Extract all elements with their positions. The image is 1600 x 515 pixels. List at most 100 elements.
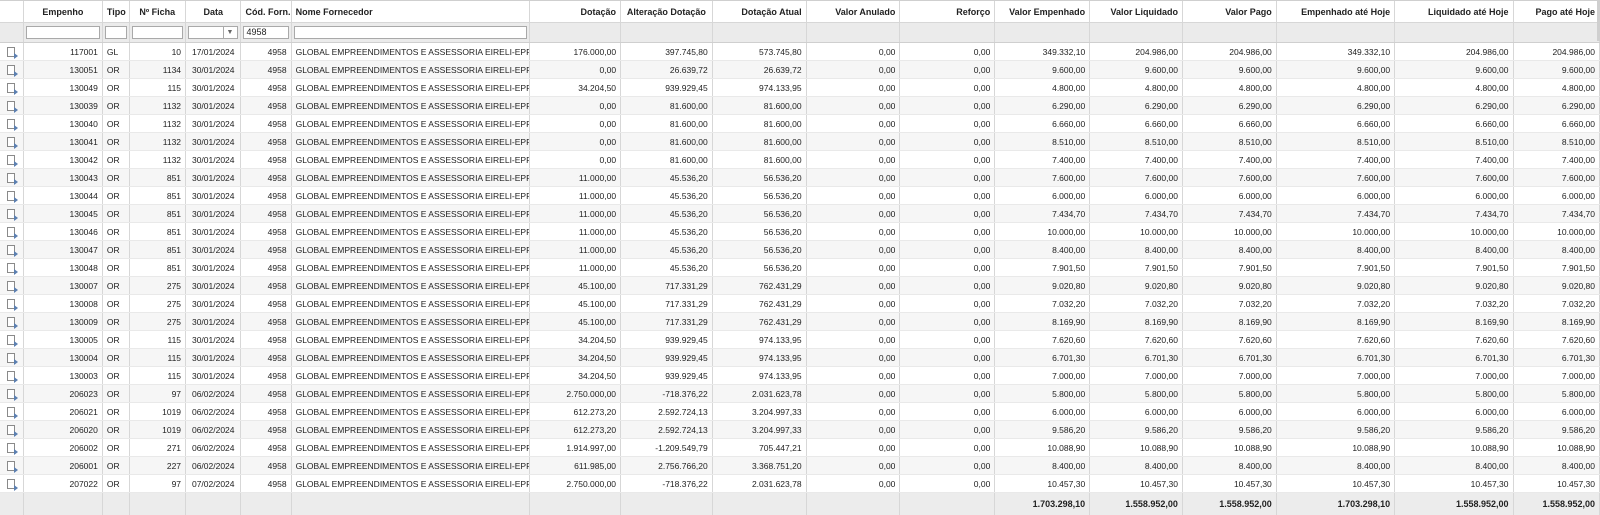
cell-valor-anulado: 0,00: [806, 421, 900, 439]
cell-dota-o: 2.750.000,00: [530, 385, 621, 403]
header-liquidado-ate-hoje[interactable]: Liquidado até Hoje: [1395, 1, 1513, 23]
header-valor-empenhado[interactable]: Valor Empenhado: [995, 1, 1090, 23]
document-arrow-icon[interactable]: [7, 335, 15, 345]
header-pago-ate-hoje[interactable]: Pago até Hoje: [1513, 1, 1600, 23]
cell-valor-pago: 7.901,50: [1182, 259, 1276, 277]
cell-valor-empenhado: 7.600,00: [995, 169, 1090, 187]
cell-altera-o-dota-o: -718.376,22: [621, 385, 713, 403]
header-reforco[interactable]: Reforço: [900, 1, 995, 23]
document-arrow-icon[interactable]: [7, 137, 15, 147]
document-arrow-icon[interactable]: [7, 407, 15, 417]
cell-valor-pago: 6.000,00: [1182, 403, 1276, 421]
cell-valor-pago: 6.701,30: [1182, 349, 1276, 367]
header-alteracao-dotacao[interactable]: Alteração Dotação: [621, 1, 713, 23]
header-empenhado-ate-hoje[interactable]: Empenhado até Hoje: [1276, 1, 1394, 23]
document-arrow-icon[interactable]: [7, 119, 15, 129]
document-arrow-icon[interactable]: [7, 479, 15, 489]
document-arrow-icon[interactable]: [7, 47, 15, 57]
document-arrow-icon[interactable]: [7, 389, 15, 399]
document-arrow-icon[interactable]: [7, 461, 15, 471]
cell-pago-at-hoje: 6.660,00: [1513, 115, 1600, 133]
document-arrow-icon[interactable]: [7, 173, 15, 183]
document-arrow-icon[interactable]: [7, 65, 15, 75]
cell-dota-o: 611.985,00: [530, 457, 621, 475]
filter-data-select[interactable]: ▼: [188, 26, 238, 39]
document-arrow-icon[interactable]: [7, 371, 15, 381]
cell-valor-anulado: 0,00: [806, 187, 900, 205]
document-arrow-icon[interactable]: [7, 443, 15, 453]
header-cod-forn[interactable]: Cód. Forn.: [241, 1, 291, 23]
cell-empenho: 130041: [23, 133, 102, 151]
filter-tipo-input[interactable]: [105, 26, 127, 39]
filter-cod-forn-input[interactable]: 4958: [243, 26, 288, 39]
header-dotacao[interactable]: Dotação: [530, 1, 621, 23]
cell-data: 30/01/2024: [186, 151, 241, 169]
document-arrow-icon[interactable]: [7, 227, 15, 237]
header-dotacao-atual[interactable]: Dotação Atual: [712, 1, 806, 23]
document-arrow-icon[interactable]: [7, 353, 15, 363]
cell-valor-anulado: 0,00: [806, 241, 900, 259]
document-arrow-icon[interactable]: [7, 281, 15, 291]
cell-refor-o: 0,00: [900, 457, 995, 475]
header-valor-pago[interactable]: Valor Pago: [1182, 1, 1276, 23]
header-data[interactable]: Data: [186, 1, 241, 23]
cell-c-d-forn-: 4958: [241, 97, 291, 115]
document-arrow-icon[interactable]: [7, 209, 15, 219]
header-tipo[interactable]: Tipo: [102, 1, 129, 23]
header-valor-liquidado[interactable]: Valor Liquidado: [1090, 1, 1183, 23]
header-valor-anulado[interactable]: Valor Anulado: [806, 1, 900, 23]
cell-altera-o-dota-o: 2.592.724,13: [621, 403, 713, 421]
document-arrow-icon[interactable]: [7, 425, 15, 435]
cell-valor-liquidado: 6.660,00: [1090, 115, 1183, 133]
document-arrow-icon[interactable]: [7, 191, 15, 201]
cell-empenho: 130045: [23, 205, 102, 223]
cell-data: 30/01/2024: [186, 331, 241, 349]
cell-dota-o-atual: 2.031.623,78: [712, 475, 806, 493]
document-arrow-icon[interactable]: [7, 245, 15, 255]
filter-nome-fornecedor-input[interactable]: [294, 26, 528, 39]
cell-n-ficha: 10: [129, 43, 186, 61]
document-arrow-icon[interactable]: [7, 299, 15, 309]
cell-pago-at-hoje: 7.901,50: [1513, 259, 1600, 277]
document-arrow-icon[interactable]: [7, 101, 15, 111]
cell-dota-o-atual: 56.536,20: [712, 205, 806, 223]
filter-empenho-input[interactable]: [26, 26, 100, 39]
chevron-down-icon[interactable]: ▼: [223, 27, 235, 38]
document-arrow-icon[interactable]: [7, 83, 15, 93]
header-nome-fornecedor[interactable]: Nome Fornecedor: [291, 1, 530, 23]
document-arrow-icon[interactable]: [7, 155, 15, 165]
document-arrow-icon[interactable]: [7, 317, 15, 327]
header-num-ficha[interactable]: Nº Ficha: [129, 1, 186, 23]
cell-refor-o: 0,00: [900, 313, 995, 331]
header-empenho[interactable]: Empenho: [23, 1, 102, 23]
filter-ficha-input[interactable]: [132, 26, 184, 39]
cell-empenhado-at-hoje: 6.701,30: [1276, 349, 1394, 367]
cell-nome-fornecedor: GLOBAL EMPREENDIMENTOS E ASSESSORIA EIRE…: [291, 313, 530, 331]
document-arrow-icon[interactable]: [7, 263, 15, 273]
